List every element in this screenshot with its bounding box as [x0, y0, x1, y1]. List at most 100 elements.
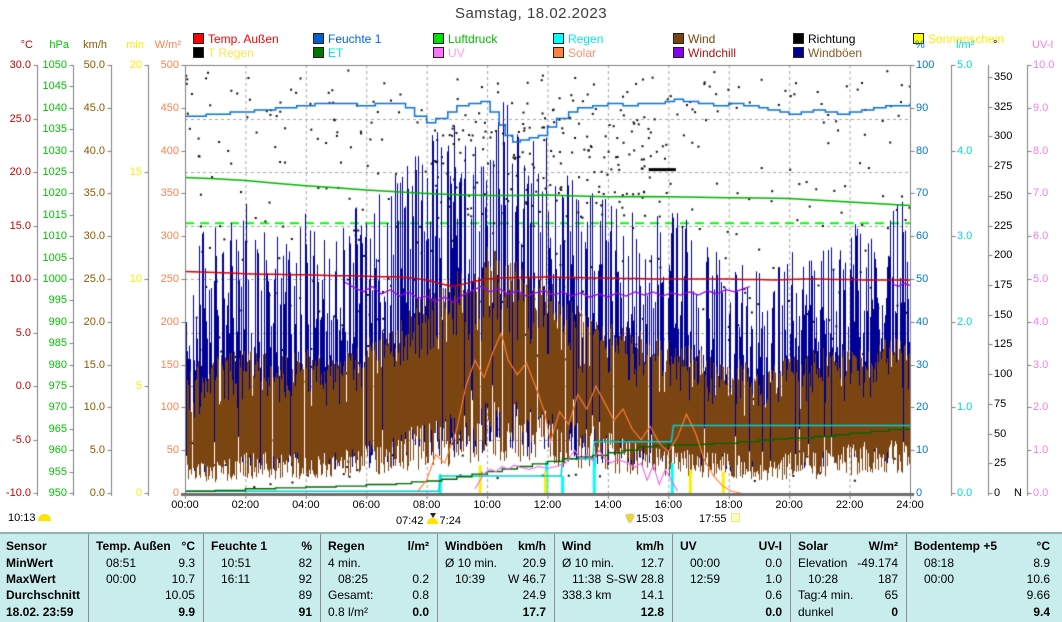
table-cell-value: 187: [877, 572, 898, 586]
summary-table: Sensor MinWert MaxWert Durchschnitt 18.02. 2…: [0, 532, 1062, 622]
sunrise-time: 07:42: [396, 515, 424, 527]
legend-item-windchill: Windchill: [673, 46, 737, 60]
table-cell-value: 20.9: [522, 556, 546, 570]
legend-color-icon: [433, 47, 444, 58]
axis-tick-label: 0.0: [1033, 487, 1049, 499]
axis-tick-label: 965: [48, 422, 67, 435]
table-cell-value: 0: [891, 605, 898, 619]
time-label-1000: 10:00: [473, 499, 501, 511]
axis-header-MIN: min: [126, 39, 144, 51]
legend-color-icon: [313, 33, 324, 44]
axis-tick-label: 450: [160, 101, 179, 114]
sunshine-end-marker: 15:03: [626, 513, 664, 525]
table-row-label: MaxWert: [6, 572, 56, 586]
table-cell-value: 91: [298, 605, 312, 619]
axis-tick-label: 1030: [42, 144, 67, 157]
axis-tick-label: 10.0: [9, 273, 31, 285]
time-label-1200: 12:00: [533, 499, 562, 511]
axis-tick-label: 2.0: [1033, 401, 1049, 414]
table-column-bodentemp-5: [906, 534, 1060, 622]
legend-item-regen: Regen: [553, 32, 603, 46]
axis-tick-label: 50: [916, 273, 929, 285]
axis-tick-label: 200: [160, 315, 179, 328]
axis-tick-label: 960: [48, 444, 67, 457]
table-cell-value: 10.6: [1026, 572, 1050, 586]
table-cell-value: 82: [298, 556, 312, 570]
axis-tick-label: 30.0: [83, 230, 105, 243]
axis-tick-label: 1045: [42, 80, 67, 93]
axis-header-C: °C: [20, 39, 33, 51]
table-cell-text: Tag:4 min.: [798, 588, 854, 602]
axis-tick-label: 125: [994, 338, 1013, 351]
sunrise-icon: [426, 513, 438, 524]
axis-tick-label: 225: [994, 219, 1013, 232]
legend-color-icon: [793, 33, 804, 44]
axis-tick-label: 10: [916, 444, 929, 457]
legend-color-icon: [553, 47, 564, 58]
time-label-1600: 16:00: [654, 499, 683, 511]
axis-tick-label: 100: [916, 59, 935, 71]
table-cell-value: -49.174: [857, 556, 898, 570]
table-cell-value: 9.66: [1026, 588, 1050, 602]
axis-tick-label: 1000: [42, 273, 67, 285]
axis-tick-label: 80: [916, 144, 929, 157]
legend-label: Windchill: [688, 46, 737, 60]
table-column-title: UV: [680, 539, 697, 553]
table-cell-value: 0.2: [412, 572, 429, 586]
axis-tick-label: 10: [129, 273, 142, 285]
legend-label: Windböen: [808, 46, 863, 60]
time-label-2200: 22:00: [835, 499, 864, 511]
axis-tick-label: 1035: [42, 123, 67, 136]
legend-color-icon: [673, 33, 684, 44]
table-cell-value: 14.1: [640, 588, 664, 602]
axis-tick-label: 985: [48, 337, 67, 350]
axis-tick-label: 100: [160, 401, 179, 414]
sunset-square-icon: [730, 513, 740, 522]
table-cell-text: Gesamt:: [328, 588, 374, 602]
axis-tick-label: 3.0: [957, 230, 973, 243]
axis-tick-label: 955: [48, 465, 67, 478]
legend-label: Richtung: [808, 32, 856, 46]
axis-tick-label: 40: [916, 315, 929, 328]
legend-color-icon: [433, 33, 444, 44]
axis-tick-label: 50: [166, 444, 179, 457]
legend-label: Feuchte 1: [328, 32, 382, 46]
legend-label: ET: [328, 46, 344, 60]
sunset-time: 17:55: [699, 513, 727, 525]
sun-icon: [37, 514, 51, 521]
axis-header-LM2: l/m²: [956, 39, 975, 51]
table-row-label: 18.02. 23:59: [6, 605, 74, 619]
axis-tick-label: 9.0: [1033, 101, 1049, 114]
sun-down-arrow-icon: [626, 515, 634, 523]
table-cell-text: 08:18: [924, 556, 955, 570]
table-cell-value: 10.7: [171, 572, 195, 586]
time-label-2000: 20:00: [775, 499, 803, 511]
legend-item-sonnenschein: Sonnenschein: [913, 32, 1004, 46]
table-column-temp-au-en: [88, 534, 205, 622]
axis-tick-label: 3.0: [1033, 358, 1049, 371]
axis-tick-label: 50.0: [83, 59, 105, 71]
time-label-2400: 24:00: [896, 499, 924, 511]
axis-tick-label: 5.0: [89, 444, 105, 457]
axis-tick-label: 2.0: [957, 315, 973, 328]
axis-tick-label: 25.0: [9, 112, 31, 125]
axis-tick-label: 275: [994, 160, 1013, 173]
table-cell-value: 0.0: [412, 605, 429, 619]
table-column-title: Windböen: [445, 539, 503, 553]
axis-tick-label: 5.0: [957, 59, 973, 71]
axis-tick-label: 5.0: [1033, 273, 1049, 285]
axis-tick-label: 950: [48, 487, 67, 499]
table-cell-value: 24.9: [522, 588, 546, 602]
legend-item-wind: Wind: [673, 32, 715, 46]
table-cell-text: 10:51: [221, 556, 252, 570]
table-cell-text: 10:28: [808, 572, 839, 586]
table-column-solar: [790, 534, 908, 622]
table-column-unit: km/h: [517, 539, 546, 553]
table-column-title: Temp. Außen: [96, 539, 171, 553]
table-cell-value: 0.0: [765, 605, 782, 619]
table-column-title: Wind: [562, 539, 592, 553]
axis-tick-label: 400: [160, 144, 179, 157]
table-cell-value: 0.0: [765, 556, 782, 570]
legend-label: Luftdruck: [448, 32, 498, 46]
table-cell-value: 17.7: [522, 605, 546, 619]
